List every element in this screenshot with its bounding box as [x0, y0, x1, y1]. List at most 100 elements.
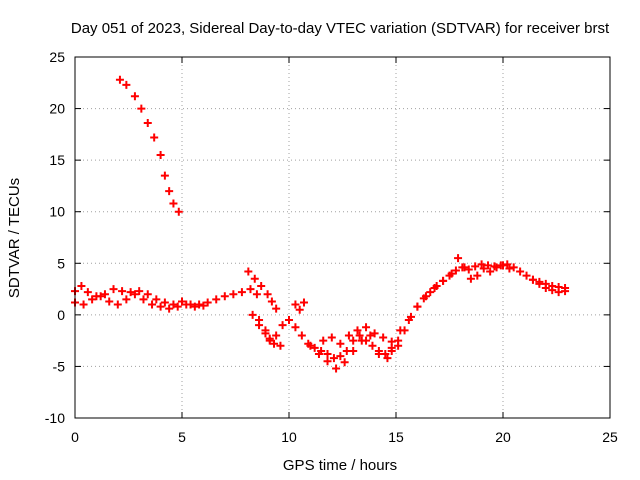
data-point: [396, 326, 405, 335]
data-point: [404, 316, 413, 325]
data-point: [130, 290, 139, 299]
data-point: [250, 274, 259, 283]
series-arc13: [528, 275, 570, 293]
data-point: [430, 284, 439, 293]
data-point: [383, 354, 392, 363]
plot-frame: [74, 56, 611, 419]
data-point: [126, 288, 135, 297]
data-point: [314, 350, 323, 359]
data-point: [169, 199, 178, 208]
data-points: [71, 75, 570, 373]
data-point: [541, 279, 550, 288]
data-point: [479, 264, 488, 273]
data-point: [276, 341, 285, 350]
data-point: [130, 92, 139, 101]
y-tick-label: 25: [49, 49, 65, 65]
series-arc1: [115, 75, 183, 216]
data-point: [115, 75, 124, 84]
data-point: [486, 267, 495, 276]
data-point: [83, 288, 92, 297]
data-point: [255, 316, 264, 325]
data-point: [122, 295, 131, 304]
series-arc4: [244, 267, 281, 313]
data-point: [466, 274, 475, 283]
tick-labels: 0 5 10 15 20 25 -10 -5 0 5 10 15 20 25: [45, 49, 618, 445]
data-point: [272, 331, 281, 340]
data-point: [336, 352, 345, 361]
data-point: [516, 267, 525, 276]
grid: [75, 57, 610, 418]
y-tick-label: 5: [57, 255, 65, 271]
data-point: [522, 271, 531, 280]
data-point: [165, 304, 174, 313]
data-point: [267, 297, 276, 306]
data-point: [100, 290, 109, 299]
y-axis-label: SDTVAR / TECUs: [6, 178, 23, 298]
x-tick-label: 10: [281, 429, 297, 445]
data-point: [297, 331, 306, 340]
data-point: [96, 292, 105, 301]
data-point: [439, 276, 448, 285]
data-point: [503, 260, 512, 269]
data-point: [421, 292, 430, 301]
data-point: [426, 288, 435, 297]
data-point: [323, 350, 332, 359]
series-arc7: [291, 298, 308, 314]
data-point: [394, 336, 403, 345]
data-point: [237, 288, 246, 297]
data-point: [156, 302, 165, 311]
data-point: [248, 310, 257, 319]
data-point: [212, 295, 221, 304]
y-tick-label: 20: [49, 101, 65, 117]
y-tick-label: 10: [49, 204, 65, 220]
data-point: [122, 80, 131, 89]
data-point: [278, 321, 287, 330]
data-point: [561, 284, 570, 293]
series-arc12: [396, 254, 514, 335]
data-point: [270, 339, 279, 348]
data-point: [143, 119, 152, 128]
data-point: [261, 326, 270, 335]
y-tick-label: 0: [57, 307, 65, 323]
data-point: [137, 104, 146, 113]
data-point: [454, 254, 463, 263]
data-point: [366, 331, 375, 340]
series-arc9: [306, 331, 392, 373]
data-point: [505, 264, 514, 273]
y-tick-label: -5: [53, 358, 66, 374]
data-point: [244, 267, 253, 276]
data-point: [113, 300, 122, 309]
series-arc2: [71, 281, 261, 309]
data-point: [323, 357, 332, 366]
data-point: [319, 336, 328, 345]
data-point: [135, 287, 144, 296]
series-arc10: [319, 323, 396, 348]
data-point: [471, 262, 480, 271]
data-point: [484, 261, 493, 270]
data-point: [109, 285, 118, 294]
data-point: [77, 281, 86, 290]
data-point: [332, 364, 341, 373]
data-point: [464, 265, 473, 274]
data-point: [257, 281, 266, 290]
y-tick-label: 15: [49, 152, 65, 168]
data-point: [340, 358, 349, 367]
data-point: [357, 336, 366, 345]
data-point: [295, 305, 304, 314]
data-point: [105, 297, 114, 306]
data-point: [460, 263, 469, 272]
data-point: [492, 263, 501, 272]
data-point: [499, 261, 507, 270]
data-point: [306, 341, 315, 350]
data-point: [473, 271, 482, 280]
data-point: [178, 297, 186, 306]
data-point: [182, 300, 191, 309]
data-point: [272, 304, 281, 313]
data-point: [362, 323, 371, 332]
data-point: [336, 339, 345, 348]
x-tick-label: 0: [71, 429, 79, 445]
data-point: [528, 275, 537, 284]
data-point: [118, 287, 127, 296]
axis-ticks: [74, 56, 611, 419]
